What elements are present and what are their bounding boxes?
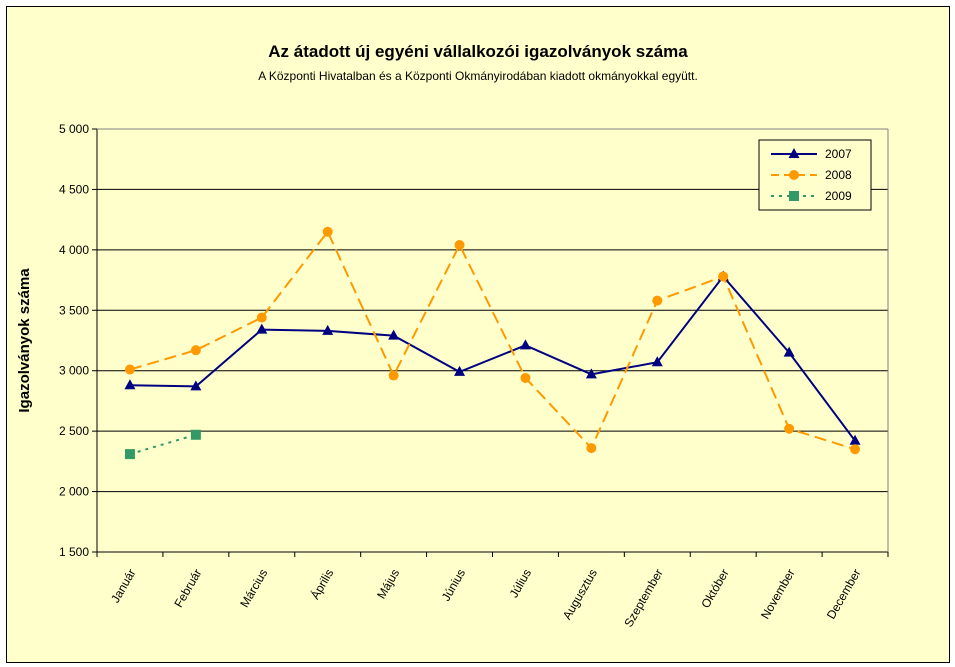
x-tick-label: Október bbox=[698, 566, 731, 610]
series-line-2007 bbox=[129, 274, 856, 442]
x-tick-label: Január bbox=[108, 567, 138, 606]
x-tick-label: Március bbox=[237, 567, 270, 610]
y-tick-label: 1 500 bbox=[59, 545, 89, 559]
y-tick-label: 4 000 bbox=[59, 243, 89, 257]
data-point-2008 bbox=[322, 226, 333, 237]
y-axis-label: Igazolványok száma bbox=[16, 268, 33, 413]
series-line-2008 bbox=[129, 229, 856, 451]
data-point-2007 bbox=[783, 346, 795, 357]
x-tick-label: Február bbox=[171, 567, 204, 610]
data-point-2007 bbox=[849, 434, 861, 445]
x-tick-label: Augusztus bbox=[560, 567, 600, 623]
data-point-2008 bbox=[586, 443, 597, 454]
x-tick-label: Június bbox=[439, 567, 468, 604]
data-point-2008 bbox=[388, 370, 399, 381]
x-tick-label: Május bbox=[374, 567, 402, 602]
legend-marker-2008 bbox=[789, 170, 799, 180]
chart-frame: Az átadott új egyéni vállalkozói igazolv… bbox=[6, 6, 950, 663]
chart-subtitle: A Központi Hivatalban és a Központi Okmá… bbox=[258, 69, 698, 83]
data-point-2007 bbox=[388, 329, 400, 340]
data-point-2008 bbox=[850, 444, 861, 455]
line-chart: Az átadott új egyéni vállalkozói igazolv… bbox=[16, 42, 889, 630]
legend-label-2008: 2008 bbox=[825, 168, 852, 182]
chart-title: Az átadott új egyéni vállalkozói igazolv… bbox=[268, 42, 688, 61]
x-tick-label: Április bbox=[307, 566, 336, 602]
y-tick-label: 5 000 bbox=[59, 122, 89, 136]
y-tick-label: 2 500 bbox=[59, 424, 89, 438]
series-line-2009 bbox=[129, 433, 197, 456]
legend-marker-2007 bbox=[788, 148, 800, 158]
data-point-2008 bbox=[652, 295, 663, 306]
data-point-2008 bbox=[454, 240, 465, 251]
plot-area bbox=[97, 129, 888, 552]
data-point-2007 bbox=[124, 379, 136, 390]
data-point-2008 bbox=[520, 372, 531, 383]
data-point-2007 bbox=[519, 339, 531, 350]
data-point-2007 bbox=[651, 356, 663, 367]
data-point-2008 bbox=[256, 312, 267, 323]
data-point-2008 bbox=[190, 345, 201, 356]
data-point-2007 bbox=[454, 365, 466, 376]
x-tick-label: Július bbox=[507, 567, 534, 601]
x-tick-label: December bbox=[824, 567, 864, 622]
y-tick-label: 2 000 bbox=[59, 485, 89, 499]
legend-label-2009: 2009 bbox=[825, 189, 852, 203]
data-point-2009 bbox=[190, 429, 201, 440]
data-point-2007 bbox=[585, 368, 597, 379]
data-point-2007 bbox=[190, 380, 202, 391]
data-point-2008 bbox=[784, 423, 795, 434]
data-point-2007 bbox=[256, 323, 268, 334]
data-point-2009 bbox=[124, 449, 135, 460]
y-tick-label: 3 000 bbox=[59, 364, 89, 378]
x-tick-label: November bbox=[758, 567, 798, 622]
legend-marker-2009 bbox=[789, 191, 799, 201]
data-point-2008 bbox=[124, 364, 135, 375]
y-tick-label: 4 500 bbox=[59, 182, 89, 196]
data-point-2008 bbox=[718, 271, 729, 282]
y-tick-label: 3 500 bbox=[59, 303, 89, 317]
legend-label-2007: 2007 bbox=[825, 147, 852, 161]
x-tick-label: Szeptember bbox=[621, 567, 665, 630]
data-point-2007 bbox=[322, 324, 334, 335]
